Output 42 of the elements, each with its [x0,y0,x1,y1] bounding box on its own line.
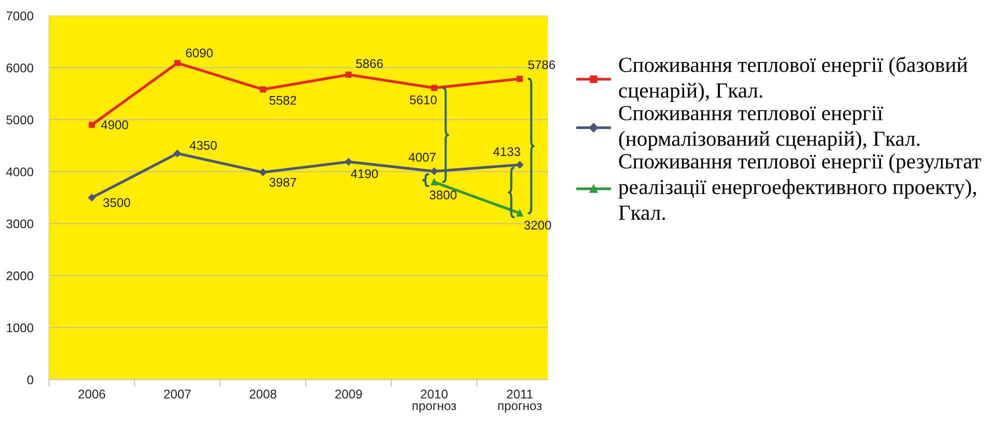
data-label: 3800 [430,190,456,200]
point [174,60,180,66]
data-label: 4350 [190,140,217,150]
point [88,122,95,128]
x-tick-label: 2011 прогноз [498,390,542,413]
y-tick-label: 0 [27,375,34,384]
data-label: 4007 [408,152,436,162]
point [430,168,438,175]
legend-label: Споживання теплової енергії (нормалізований сценарій), Гкал. [619,106,920,150]
data-label: 4900 [101,120,128,130]
data-label: 5866 [356,59,383,68]
x-tick-label: 2007 [164,390,191,399]
data-label: 5582 [269,96,296,105]
point [430,178,438,186]
data-label: 6090 [186,48,213,58]
point [516,161,524,168]
y-tick-label: 6000 [6,63,34,72]
x-tick-label: 2009 [335,390,362,399]
point [346,72,352,78]
data-label: 4133 [493,147,520,156]
y-tick-label: 2000 [6,271,34,280]
data-label: 5610 [410,95,437,104]
y-tick-label: 5000 [6,115,34,124]
point [344,158,352,166]
y-tick-label: 7000 [6,12,34,20]
point [516,76,523,82]
point [88,194,96,202]
y-tick-label: 1000 [6,323,34,332]
y-tick-label: 3000 [6,219,34,228]
point [260,86,266,92]
y-tick-label: 4000 [6,167,34,176]
point [259,168,267,176]
data-label: 3500 [103,198,130,208]
point [174,150,182,158]
x-tick-label: 2008 [250,390,276,399]
x-tick-label: 2010 прогноз [412,390,456,413]
legend-label: Споживання теплової енергії (результат реалізації енергоефективного проекту), Гкал. [618,153,981,220]
legend-label: Споживання теплової енергії (базовий сценарій), Гкал. [619,56,968,102]
x-tick-label: 2006 [78,390,106,399]
data-label: 3987 [269,178,296,187]
point [516,210,524,217]
point [431,84,438,92]
